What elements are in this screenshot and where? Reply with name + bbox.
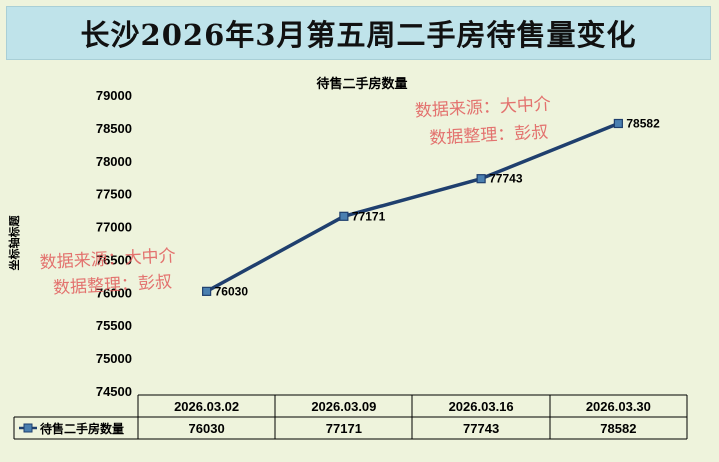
x-category-label: 2026.03.02 <box>174 399 239 414</box>
watermark-author: 数据整理：彭叔 <box>53 272 173 298</box>
data-label: 78582 <box>626 116 660 130</box>
watermark: 数据来源：大中介 数据整理：彭叔 <box>39 246 176 298</box>
chart-title: 待售二手房数量 <box>315 76 407 92</box>
x-category-label: 2026.03.30 <box>586 399 651 414</box>
y-tick-label: 76000 <box>96 285 132 300</box>
series-line <box>205 121 620 293</box>
y-tick-label: 78000 <box>96 154 132 169</box>
y-tick-label: 77000 <box>96 220 132 235</box>
y-tick-label: 78500 <box>96 121 132 136</box>
table-value-cell: 78582 <box>600 421 636 436</box>
data-label: 76030 <box>215 284 249 298</box>
title-bar: 长沙2026年3月第五周二手房待售量变化 <box>6 6 711 60</box>
table-value-cell: 77743 <box>463 421 499 436</box>
watermark-source: 数据来源：大中介 <box>414 94 551 121</box>
y-tick-label: 75000 <box>96 351 132 366</box>
y-axis-ticks: 74500 75000 75500 76000 76500 77000 77500 78000… <box>96 88 132 399</box>
watermark: 数据来源：大中介 数据整理：彭叔 <box>414 94 551 149</box>
y-tick-label: 79000 <box>96 88 132 103</box>
y-tick-label: 74500 <box>96 384 132 399</box>
data-label: 77171 <box>352 209 386 223</box>
data-table: 待售二手房数量 76030 77171 77743 78582 2026.03.02 20… <box>13 394 688 440</box>
y-tick-label: 75500 <box>96 318 132 333</box>
watermark-author: 数据整理：彭叔 <box>429 123 549 149</box>
watermark-source: 数据来源：大中介 <box>39 246 176 273</box>
y-tick-label: 76500 <box>96 252 132 267</box>
series-layer: 76030 77171 77743 78582 <box>202 116 660 298</box>
legend-key <box>19 423 37 433</box>
table-cells: 76030 77171 77743 78582 2026.03.02 2026.03.09… <box>174 399 651 436</box>
x-category-label: 2026.03.16 <box>449 399 514 414</box>
data-point <box>339 211 349 221</box>
page-title: 长沙2026年3月第五周二手房待售量变化 <box>80 18 637 52</box>
data-point <box>476 174 486 184</box>
y-axis-title: 坐标轴标题 <box>7 215 21 271</box>
data-point <box>202 286 212 296</box>
y-tick-label: 77500 <box>96 187 132 202</box>
data-label: 77743 <box>489 172 523 186</box>
table-value-cell: 76030 <box>189 421 225 436</box>
x-category-label: 2026.03.09 <box>311 399 376 414</box>
legend-label: 待售二手房数量 <box>40 421 124 436</box>
table-value-cell: 77171 <box>326 421 362 436</box>
data-point <box>613 118 623 129</box>
